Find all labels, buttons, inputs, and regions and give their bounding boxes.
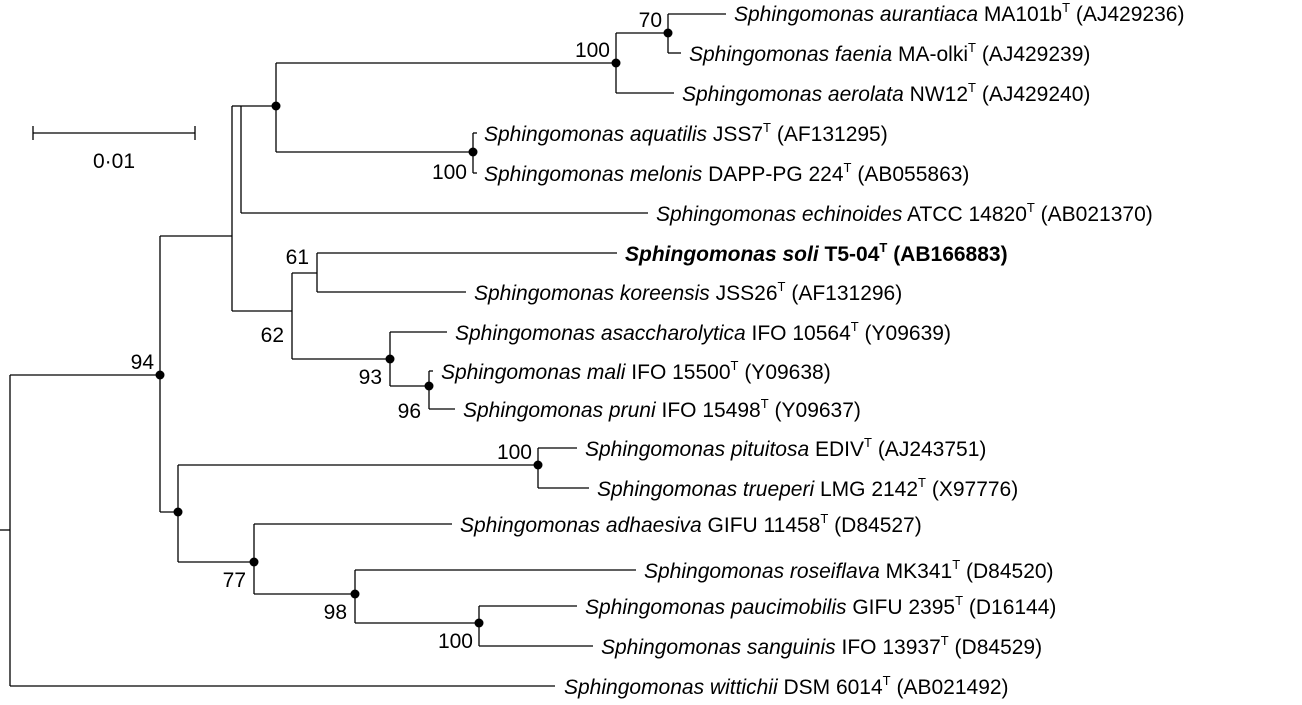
taxon-label-faenia: Sphingomonas faenia MA-olkiT (AJ429239) (689, 40, 1090, 66)
taxon-label-asaccharolytica: Sphingomonas asaccharolytica IFO 10564T … (455, 319, 951, 345)
node-dot (271, 101, 281, 111)
taxon-label-melonis: Sphingomonas melonis DAPP-PG 224T (AB055… (484, 160, 969, 186)
taxon-label-roseiflava: Sphingomonas roseiflava MK341T (D84520) (644, 557, 1054, 583)
taxon-label-echinoides: Sphingomonas echinoides ATCC 14820T (AB0… (656, 200, 1153, 226)
taxon-label-koreensis: Sphingomonas koreensis JSS26T (AF131296) (474, 279, 902, 305)
bootstrap-value: 77 (223, 569, 246, 592)
taxon-label-sanguinis: Sphingomonas sanguinis IFO 13937T (D8452… (601, 633, 1042, 659)
taxon-label-trueperi: Sphingomonas trueperi LMG 2142T (X97776) (597, 475, 1018, 501)
bootstrap-value: 100 (497, 441, 532, 464)
node-dot (468, 147, 478, 157)
bootstrap-value: 61 (286, 246, 309, 269)
taxon-label-adhaesiva: Sphingomonas adhaesiva GIFU 11458T (D845… (460, 511, 922, 537)
node-dot (663, 28, 673, 38)
tree-branches (0, 13, 726, 687)
bootstrap-value: 98 (324, 601, 347, 624)
taxon-label-aquatilis: Sphingomonas aquatilis JSS7T (AF131295) (484, 120, 888, 146)
node-dot (533, 460, 543, 470)
taxon-label-aerolata: Sphingomonas aerolata NW12T (AJ429240) (682, 80, 1090, 106)
taxon-label-wittichii: Sphingomonas wittichii DSM 6014T (AB0214… (564, 673, 1009, 699)
node-markers (155, 28, 673, 628)
bootstrap-value: 100 (432, 161, 467, 184)
taxon-label-mali: Sphingomonas mali IFO 15500T (Y09638) (441, 358, 831, 384)
taxon-labels: Sphingomonas aurantiaca MA101bT (AJ42923… (441, 0, 1184, 699)
taxon-label-soli: Sphingomonas soli T5-04T (AB166883) (625, 240, 1008, 266)
bootstrap-values: 70 100 100 61 62 93 96 94 100 77 98 100 (131, 9, 662, 653)
bootstrap-value: 96 (398, 400, 421, 423)
bootstrap-value: 100 (438, 630, 473, 653)
taxon-label-pruni: Sphingomonas pruni IFO 15498T (Y09637) (463, 396, 861, 422)
taxon-label-paucimobilis: Sphingomonas paucimobilis GIFU 2395T (D1… (585, 593, 1056, 619)
scale-bar: 0·01 (32, 126, 196, 173)
taxon-label-pituitosa: Sphingomonas pituitosa EDIVT (AJ243751) (585, 435, 986, 461)
node-dot (611, 58, 621, 68)
bootstrap-value: 70 (639, 9, 662, 32)
node-dot (155, 370, 165, 380)
taxon-label-aurantiaca: Sphingomonas aurantiaca MA101bT (AJ42923… (734, 0, 1184, 26)
bootstrap-value: 100 (575, 39, 610, 62)
bootstrap-value: 93 (359, 366, 382, 389)
bootstrap-value: 62 (261, 324, 284, 347)
node-dot (474, 618, 484, 628)
node-dot (385, 354, 395, 364)
node-dot (249, 557, 259, 567)
node-dot (424, 381, 434, 391)
node-dot (173, 507, 183, 517)
node-dot (350, 589, 360, 599)
bootstrap-value: 94 (131, 351, 155, 374)
scale-bar-label: 0·01 (93, 150, 135, 173)
